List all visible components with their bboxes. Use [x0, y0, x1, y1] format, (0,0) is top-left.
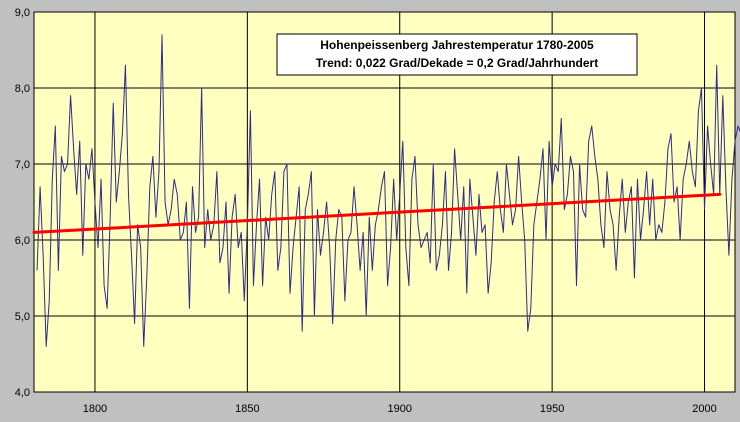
- temperature-series-line: [36, 34, 740, 347]
- y-tick-label: 5,0: [15, 311, 30, 323]
- y-axis-ticks: 4,0 5,0 6,0 7,0 8,0 9,0: [15, 7, 30, 399]
- y-tick-label: 8,0: [15, 83, 30, 95]
- title-box-border: [276, 33, 638, 76]
- x-tick-label: 1850: [235, 403, 259, 415]
- y-tick-label: 4,0: [15, 387, 30, 399]
- series-layer: [36, 34, 740, 347]
- x-tick-label: 1900: [387, 403, 411, 415]
- x-axis-ticks: 1800 1850 1900 1950 2000: [83, 403, 717, 415]
- chart-title: Hohenpeissenberg Jahrestemperatur 1780-2…: [320, 38, 594, 52]
- title-box: Hohenpeissenberg Jahrestemperatur 1780-2…: [276, 33, 638, 76]
- trend-line: [32, 192, 722, 234]
- x-tick-label: 2000: [692, 403, 716, 415]
- x-tick-label: 1950: [540, 403, 564, 415]
- y-tick-label: 7,0: [15, 159, 30, 171]
- y-tick-label: 6,0: [15, 235, 30, 247]
- x-tick-label: 1800: [83, 403, 107, 415]
- y-tick-label: 9,0: [15, 7, 30, 19]
- chart-subtitle: Trend: 0,022 Grad/Dekade = 0,2 Grad/Jahr…: [316, 56, 598, 70]
- trend-layer: [32, 192, 722, 234]
